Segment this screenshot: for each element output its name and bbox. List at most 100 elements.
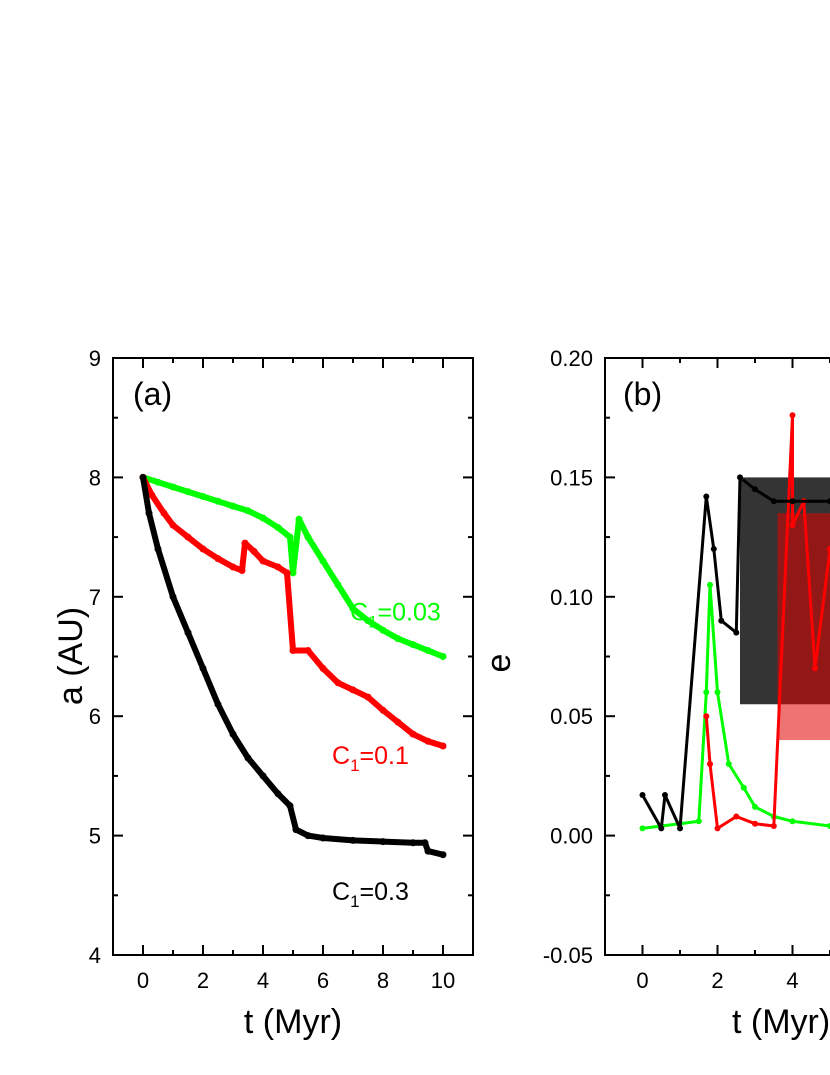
x-tick-label: 2 bbox=[197, 968, 209, 993]
data-point bbox=[439, 742, 447, 750]
y-tick-label: 7 bbox=[89, 585, 101, 610]
data-point bbox=[752, 803, 758, 810]
data-point bbox=[409, 730, 417, 738]
data-point bbox=[274, 524, 282, 531]
panel-label-b: (b) bbox=[623, 376, 662, 412]
data-point bbox=[319, 557, 327, 565]
data-point bbox=[707, 581, 713, 588]
series-label: C1=0.3 bbox=[332, 878, 409, 911]
data-point bbox=[184, 488, 192, 496]
data-points-b bbox=[639, 412, 830, 832]
data-point bbox=[349, 836, 357, 844]
data-point bbox=[737, 474, 743, 481]
data-point bbox=[677, 825, 683, 832]
y-tick-label: 0.20 bbox=[550, 346, 593, 371]
data-point bbox=[658, 825, 665, 832]
y-tick-label: 9 bbox=[89, 346, 101, 371]
data-point bbox=[770, 498, 777, 505]
series-label-main: C bbox=[332, 878, 350, 906]
data-point bbox=[812, 665, 818, 672]
data-point bbox=[334, 581, 342, 589]
y-tick-label: 8 bbox=[89, 465, 101, 490]
data-point bbox=[789, 412, 796, 419]
y-tick-label: -0.05 bbox=[543, 943, 593, 968]
data-point bbox=[259, 557, 267, 565]
data-point bbox=[725, 761, 732, 767]
series-label: C1=0.1 bbox=[332, 742, 409, 775]
x-tick-label: 4 bbox=[786, 968, 798, 993]
data-point bbox=[710, 546, 717, 552]
data-point bbox=[421, 839, 429, 847]
data-point bbox=[274, 563, 282, 571]
data-point bbox=[703, 689, 710, 696]
data-point bbox=[214, 555, 222, 563]
data-point bbox=[145, 509, 153, 517]
data-point bbox=[259, 514, 267, 522]
data-point bbox=[439, 653, 447, 660]
panel-label-a: (a) bbox=[133, 376, 172, 412]
data-point bbox=[364, 617, 372, 625]
data-point bbox=[304, 832, 312, 840]
data-point bbox=[409, 839, 417, 847]
series-label-main: C bbox=[350, 599, 368, 627]
y-tick-label: 0.15 bbox=[550, 465, 593, 490]
data-point bbox=[424, 737, 432, 745]
x-tick-label: 10 bbox=[431, 968, 455, 993]
data-point bbox=[199, 664, 207, 672]
data-point bbox=[259, 772, 267, 780]
data-point bbox=[319, 834, 327, 842]
data-point bbox=[394, 635, 402, 643]
series-label: C1=0.03 bbox=[350, 599, 441, 632]
data-point bbox=[424, 847, 432, 855]
data-point bbox=[733, 629, 740, 636]
tick-labels-a: 0 2 4 6 8 10 4 5 6 7 8 9 bbox=[89, 346, 455, 993]
data-point bbox=[349, 686, 357, 694]
data-point bbox=[304, 533, 312, 541]
data-point bbox=[770, 823, 777, 829]
y-axis-title-b: e bbox=[480, 654, 518, 673]
data-point bbox=[695, 818, 702, 825]
x-axis-title-b: t (Myr) bbox=[732, 1003, 830, 1041]
series-label-subscript: 1 bbox=[368, 613, 377, 632]
data-point bbox=[286, 533, 294, 541]
data-point bbox=[639, 792, 646, 798]
x-tick-label: 6 bbox=[317, 968, 329, 993]
data-point bbox=[250, 547, 258, 555]
data-point bbox=[160, 509, 168, 517]
data-point bbox=[439, 851, 447, 859]
data-point bbox=[319, 664, 327, 672]
data-point bbox=[289, 569, 297, 577]
data-point bbox=[244, 754, 252, 762]
data-point bbox=[827, 546, 830, 552]
data-point bbox=[241, 539, 249, 547]
data-point bbox=[394, 718, 402, 726]
data-point bbox=[703, 493, 710, 500]
data-point bbox=[283, 569, 291, 577]
data-point bbox=[789, 498, 796, 505]
data-point bbox=[244, 507, 252, 515]
x-tick-label: 0 bbox=[137, 968, 149, 993]
data-point bbox=[379, 626, 387, 634]
series-label-subscript: 1 bbox=[350, 756, 359, 775]
data-point bbox=[154, 545, 162, 553]
data-point bbox=[752, 820, 758, 827]
series-label-main: C bbox=[332, 742, 350, 770]
data-point bbox=[289, 647, 297, 654]
data-point bbox=[214, 497, 222, 505]
data-point bbox=[154, 478, 162, 486]
data-point bbox=[274, 790, 282, 798]
ticks-b bbox=[605, 357, 830, 956]
data-point bbox=[169, 521, 177, 529]
data-point bbox=[714, 825, 721, 832]
plot-frame-a bbox=[112, 357, 474, 956]
data-point bbox=[827, 823, 830, 829]
data-point bbox=[229, 502, 237, 510]
x-axis-title-a: t (Myr) bbox=[244, 1003, 342, 1041]
data-point bbox=[184, 533, 192, 541]
y-axis-title-a: a (AU) bbox=[52, 607, 90, 705]
data-point bbox=[740, 784, 747, 791]
data-points-a bbox=[139, 473, 447, 859]
data-point bbox=[379, 838, 387, 846]
